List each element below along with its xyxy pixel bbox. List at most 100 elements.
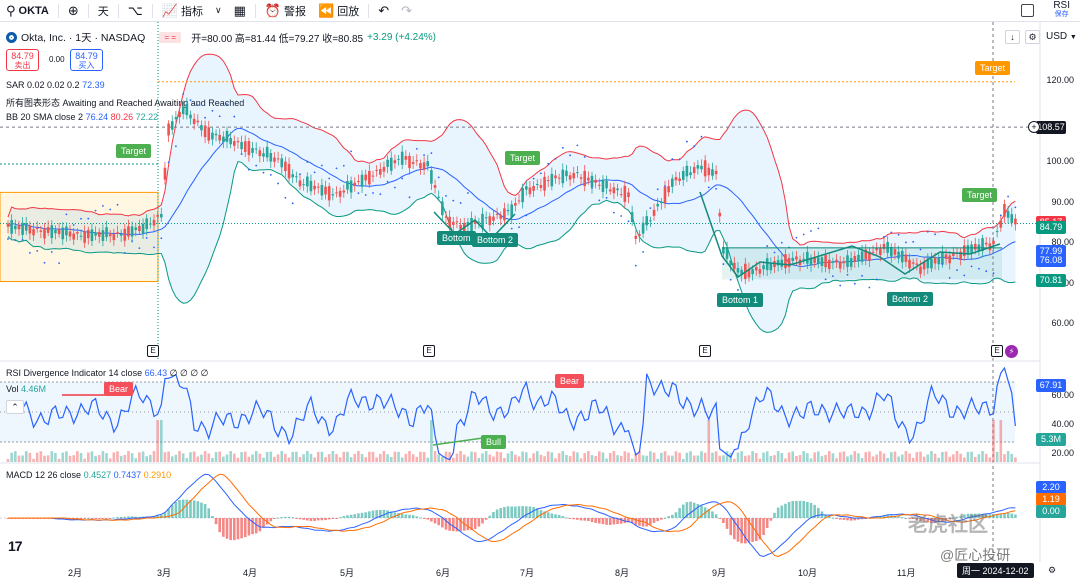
macd-histogram-bar — [455, 518, 459, 532]
candle-body — [922, 261, 926, 270]
candle-body — [970, 244, 973, 254]
macd-name: MACD 12 26 close — [6, 470, 82, 480]
tradingview-logo[interactable]: 17 — [8, 538, 23, 554]
sar-dot — [853, 282, 856, 285]
undo-button[interactable]: ↶ — [372, 0, 395, 22]
volume-bar — [627, 452, 630, 462]
sell-button[interactable]: 84.79 卖出 — [6, 49, 39, 71]
macd-histogram-bar — [506, 506, 510, 518]
bottom-2-tag[interactable]: Bottom 2 — [472, 233, 519, 247]
target-tag[interactable]: Target — [505, 151, 541, 165]
macd-histogram-bar — [955, 516, 959, 518]
sar-dot — [123, 251, 126, 254]
candle-body — [776, 260, 780, 266]
replay-button[interactable]: ⏪ 回放 — [312, 0, 365, 22]
volume-bar — [780, 453, 784, 462]
earnings-marker[interactable]: E — [699, 345, 711, 357]
alerts-button[interactable]: ⏰ 警报 — [259, 0, 312, 22]
macd-legend[interactable]: MACD 12 26 close 0.4527 0.7437 0.2910 — [6, 470, 171, 480]
candle-body — [973, 243, 977, 250]
macd-histogram-bar — [441, 518, 444, 528]
target-tag-top[interactable]: Target — [975, 61, 1011, 75]
bb-lower-value: 72.22 — [135, 112, 159, 122]
sar-dot — [160, 237, 163, 240]
compare-button[interactable]: ⊕ — [62, 0, 85, 22]
volume-bar — [744, 455, 747, 462]
target-tag[interactable]: Target — [116, 144, 152, 158]
macd-histogram-bar — [769, 518, 773, 521]
candle-body — [700, 165, 703, 170]
rsi-legend[interactable]: RSI Divergence Indicator 14 close 66.43 … — [6, 368, 209, 379]
volume-bar — [6, 459, 10, 462]
earnings-marker[interactable]: E — [991, 345, 1003, 357]
macd-histogram-bar — [510, 506, 513, 518]
bear-divergence-tag[interactable]: Bear — [555, 374, 585, 388]
symbol-search[interactable]: ⚲ OKTA — [0, 0, 55, 22]
target-tag[interactable]: Target — [962, 188, 998, 202]
candle-body — [550, 173, 554, 187]
volume-bar — [532, 453, 535, 462]
candle-body — [765, 258, 769, 271]
volume-bar — [196, 456, 200, 462]
volume-legend[interactable]: Vol 4.46M — [6, 384, 46, 394]
save-layout-button[interactable]: RSI 保存 — [1053, 1, 1070, 19]
currency-select[interactable]: USD ▼ — [1046, 31, 1077, 42]
sar-dot — [810, 230, 812, 232]
volume-bar — [579, 458, 583, 462]
bear-divergence-tag[interactable]: Bear — [104, 382, 134, 396]
add-alert-icon[interactable]: + — [1028, 121, 1040, 134]
flag-icon[interactable]: = = — [159, 32, 182, 43]
volume-bar — [846, 456, 849, 462]
macd-histogram-bar — [203, 504, 207, 518]
volume-bar — [590, 455, 594, 462]
layout-button[interactable]: ▦ — [228, 0, 252, 22]
candles-icon: ⌥ — [127, 3, 143, 18]
dividend-lightning-icon[interactable]: ⚡ — [1005, 345, 1018, 358]
bottom-2-tag[interactable]: Bottom 2 — [887, 292, 934, 306]
bull-divergence-tag[interactable]: Bull — [481, 435, 507, 449]
volume-bar — [492, 456, 495, 462]
interval-button[interactable]: 天 — [92, 0, 115, 22]
grid-icon: ▦ — [233, 3, 246, 18]
redo-button[interactable]: ↷ — [395, 0, 418, 22]
candle-body — [287, 163, 291, 179]
candle-body — [594, 179, 597, 183]
macd-histogram-bar — [557, 515, 561, 518]
candle-body — [108, 234, 112, 237]
sar-dot — [591, 187, 593, 189]
macd-histogram-bar — [784, 503, 787, 518]
candle-body — [233, 141, 236, 146]
sar-dot — [780, 241, 783, 244]
templates-dropdown[interactable]: ∨ — [209, 0, 228, 22]
bottom-1-tag[interactable]: Bottom 1 — [717, 293, 764, 307]
settings-gear-icon[interactable]: ⚙ — [1048, 565, 1057, 575]
volume-bar — [882, 453, 886, 462]
volume-bar — [791, 451, 795, 462]
earnings-marker[interactable]: E — [423, 345, 435, 357]
candle-body — [838, 262, 842, 269]
bottom-tag[interactable]: Bottom — [437, 231, 476, 245]
candle-body — [441, 201, 444, 216]
bb-legend[interactable]: BB 20 SMA close 2 76.24 80.26 72.22 — [6, 112, 158, 122]
macd-histogram-bar — [65, 518, 68, 520]
macd-histogram-bar — [900, 517, 904, 519]
macd-histogram-bar — [327, 518, 331, 520]
sar-dot — [72, 224, 75, 226]
indicators-button[interactable]: 📈 指标 — [156, 0, 209, 22]
sar-dot — [262, 171, 265, 174]
buy-button[interactable]: 84.79 买入 — [70, 49, 103, 71]
sar-legend[interactable]: SAR 0.02 0.02 0.2 72.39 — [6, 80, 105, 90]
sar-dot — [386, 180, 389, 183]
macd-histogram-bar — [130, 516, 134, 518]
candle-body — [911, 262, 915, 264]
chart-type-button[interactable]: ⌥ — [122, 0, 149, 22]
scroll-down-button[interactable]: ↓ — [1005, 30, 1020, 44]
earnings-marker[interactable]: E — [147, 345, 159, 357]
price-chart-canvas[interactable] — [0, 22, 1080, 582]
collapse-pane-button[interactable]: ⌃ — [6, 400, 24, 414]
patterns-legend[interactable]: 所有图表形态 Awaiting and Reached Awaiting and… — [6, 98, 245, 108]
candle-body — [426, 161, 430, 167]
sar-dot — [525, 214, 528, 217]
macd-histogram-bar — [306, 518, 309, 521]
fullscreen-button[interactable] — [1021, 4, 1034, 17]
